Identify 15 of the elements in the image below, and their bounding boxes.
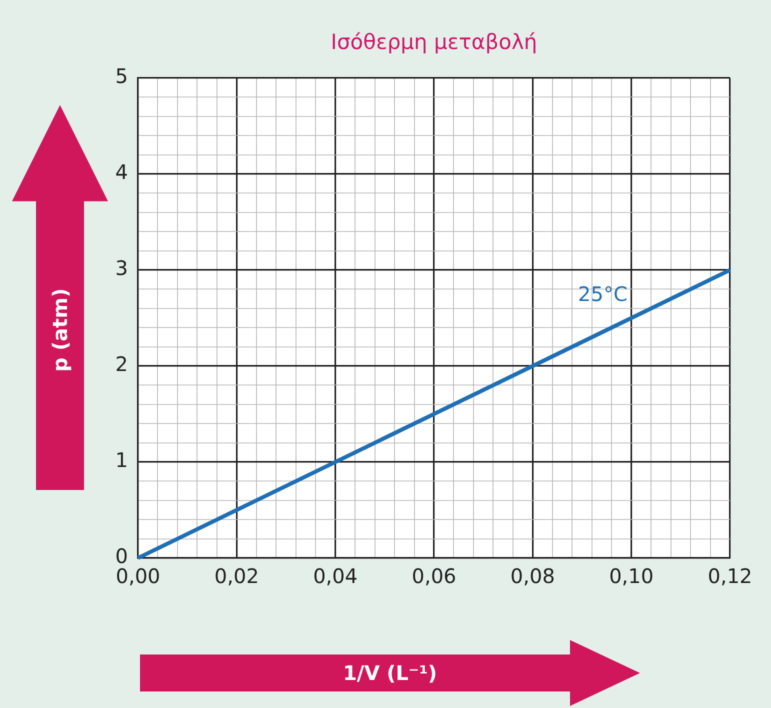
y-tick-label: 5	[115, 64, 128, 88]
x-tick-label: 0,06	[412, 564, 456, 588]
y-tick-label: 4	[115, 160, 128, 184]
annotation: 25°C	[578, 282, 628, 306]
x-tick-label: 0,04	[313, 564, 358, 588]
x-tick-label: 0,02	[214, 564, 259, 588]
x-tick-label: 0,08	[510, 564, 555, 588]
chart-title: Ισόθερμη μεταβολή	[330, 30, 538, 54]
y-tick-label: 1	[115, 448, 128, 472]
x-axis-title: 1/V (L⁻¹)	[342, 661, 438, 685]
y-tick-label: 2	[115, 352, 128, 376]
x-tick-label: 0,10	[609, 564, 654, 588]
y-axis-title: p (atm)	[48, 288, 72, 372]
y-tick-label: 3	[115, 256, 128, 280]
x-tick-label: 0,12	[708, 564, 752, 588]
